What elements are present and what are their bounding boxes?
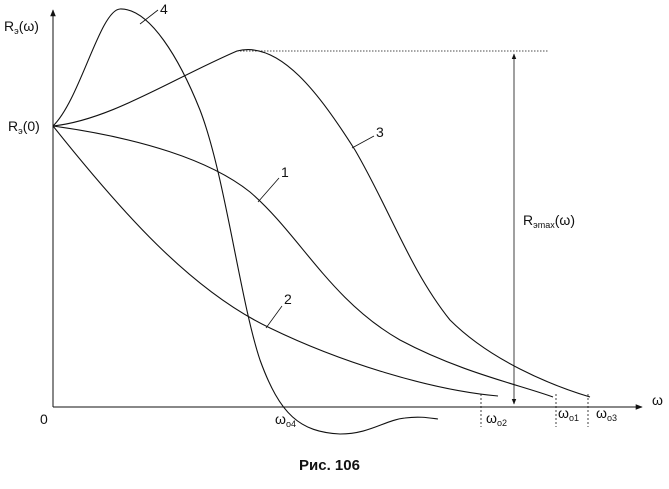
y-axis-label: Rэ(ω) bbox=[4, 18, 39, 36]
curve-4 bbox=[52, 8, 439, 435]
start-value-label: Rэ(0) bbox=[8, 118, 40, 136]
curve-4-leader bbox=[139, 9, 159, 25]
curve-3-leader bbox=[351, 135, 375, 149]
curve-3-label: 3 bbox=[376, 124, 384, 140]
rmax-label: Rэmax(ω) bbox=[523, 212, 575, 230]
curve-3 bbox=[52, 49, 591, 398]
x-axis-label: ω bbox=[652, 392, 663, 408]
curve-1 bbox=[52, 125, 554, 398]
curve-1-label: 1 bbox=[281, 164, 289, 180]
omega-o3-label: ωо3 bbox=[596, 405, 617, 423]
origin-label: 0 bbox=[40, 411, 48, 427]
curve-1-leader bbox=[257, 177, 280, 203]
omega-o1-label: ωо1 bbox=[558, 405, 579, 423]
omega-o2-label: ωо2 bbox=[486, 410, 507, 428]
curve-4-label: 4 bbox=[160, 1, 168, 17]
figure-caption: Рис. 106 bbox=[299, 457, 360, 474]
curve-2 bbox=[52, 125, 499, 397]
omega-o4-label: ωо4 bbox=[275, 411, 296, 429]
curve-2-leader bbox=[265, 305, 283, 329]
curve-2-label: 2 bbox=[284, 291, 292, 307]
